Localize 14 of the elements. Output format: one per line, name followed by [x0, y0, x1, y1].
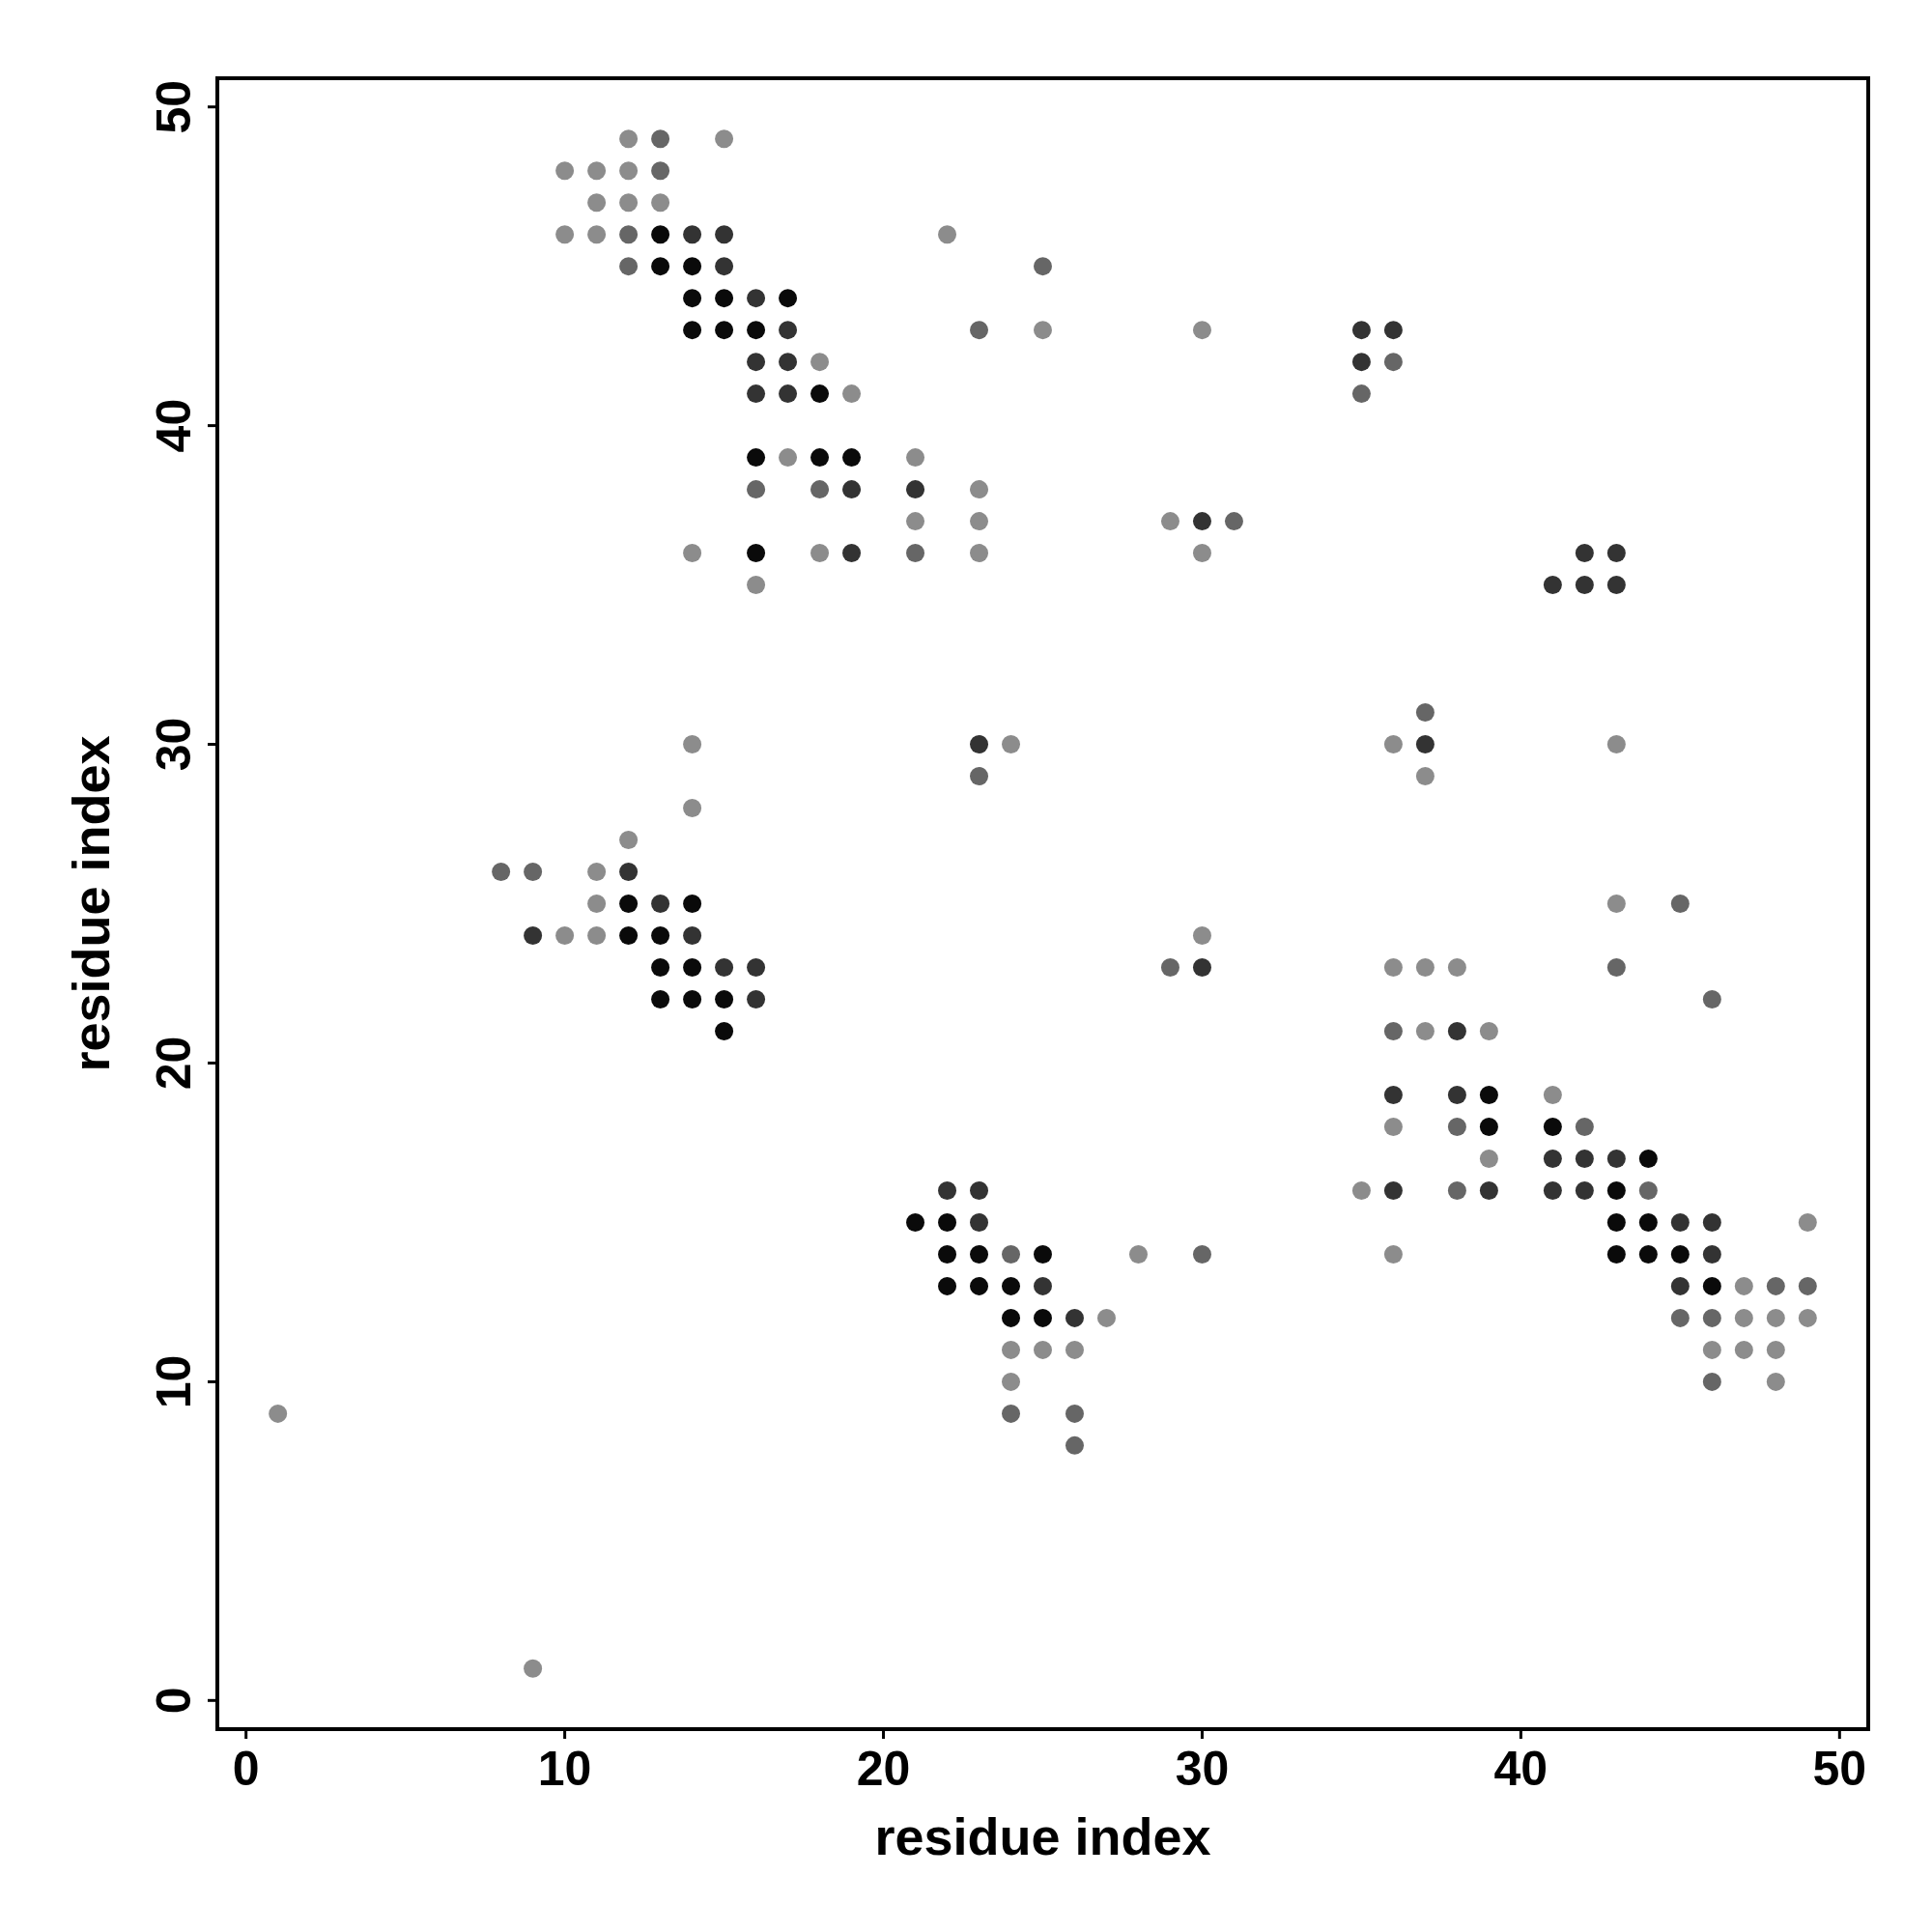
x-tick-label: 20: [856, 1742, 911, 1796]
y-tick-label: 30: [147, 717, 201, 772]
x-tick-label: 0: [232, 1742, 260, 1796]
y-tick-label: 20: [147, 1036, 201, 1091]
y-axis-title: residue index: [62, 735, 120, 1072]
x-tick-label: 30: [1175, 1742, 1230, 1796]
x-tick-label: 10: [537, 1742, 592, 1796]
y-tick-label: 40: [147, 398, 201, 453]
y-tick-label: 50: [147, 79, 201, 134]
y-tick-label: 0: [147, 1687, 201, 1715]
x-axis-title: residue index: [874, 1807, 1211, 1865]
x-tick-label: 50: [1812, 1742, 1867, 1796]
x-tick-label: 40: [1493, 1742, 1548, 1796]
y-tick-label: 10: [147, 1354, 201, 1409]
